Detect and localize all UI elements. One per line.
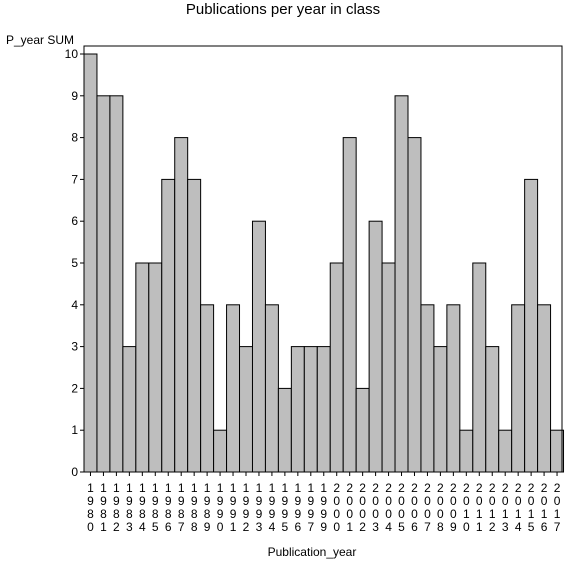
bar-1981 <box>96 95 111 473</box>
bar-1993 <box>251 220 266 473</box>
plot-frame <box>83 45 563 473</box>
bar-1980 <box>83 53 98 473</box>
bar-2011 <box>472 262 487 473</box>
y-axis: 0 1 2 3 4 5 6 7 8 9 10 <box>65 47 84 479</box>
bar-2003 <box>368 220 383 473</box>
bar-1984 <box>135 262 150 473</box>
chart-title: Publications per year in class <box>186 1 380 18</box>
bar-1982 <box>109 95 124 473</box>
bar-2012 <box>485 346 500 473</box>
y-axis-label: P_year SUM <box>6 33 74 47</box>
bar-2006 <box>407 137 422 473</box>
bar-1995 <box>277 387 292 473</box>
bar-2001 <box>342 137 357 473</box>
bar-2009 <box>446 304 461 473</box>
bar-2010 <box>459 429 474 473</box>
bar-2014 <box>511 304 526 473</box>
x-axis: 1 9 8 0 1 9 8 1 1 9 8 2 1 9 8 3 1 9 8 4 1 9 8 5 1 9 8 6 1 9 8 7 1 9 8 8 1 9 8 9… <box>87 472 561 534</box>
bar-1989 <box>200 304 215 473</box>
y-tick-label: 2 <box>71 381 78 395</box>
bar-1992 <box>239 346 253 473</box>
bar-1987 <box>174 137 189 473</box>
x-axis-label: Publication_year <box>268 545 357 559</box>
bar-2000 <box>329 262 344 473</box>
bar-2005 <box>394 95 409 473</box>
bar-1988 <box>187 178 202 473</box>
bar-2016 <box>537 304 552 473</box>
y-tick-label: 0 <box>71 465 78 479</box>
bar-2013 <box>498 429 513 473</box>
bar-1986 <box>161 178 176 473</box>
bar-2007 <box>420 304 435 473</box>
bar-2002 <box>355 387 370 473</box>
bar-1985 <box>148 262 163 473</box>
y-tick-label: 6 <box>71 214 78 228</box>
bars <box>83 53 565 473</box>
bar-2008 <box>433 346 448 473</box>
bar-1983 <box>122 346 137 473</box>
bar-2004 <box>381 262 396 473</box>
bar-1990 <box>213 429 228 473</box>
y-tick-label: 8 <box>71 131 78 145</box>
bar-2015 <box>524 178 539 473</box>
y-tick-label: 5 <box>71 256 78 270</box>
y-tick-label: 1 <box>71 423 78 437</box>
y-tick-label: 10 <box>65 47 79 61</box>
bar-1997 <box>303 346 318 473</box>
bar-1994 <box>264 304 279 473</box>
y-tick-label: 9 <box>71 89 78 103</box>
bar-1996 <box>290 346 305 473</box>
bar-1991 <box>226 304 241 473</box>
y-tick-label: 7 <box>71 172 78 186</box>
y-tick-label: 3 <box>71 340 78 354</box>
y-tick-label: 4 <box>71 298 78 312</box>
bar-1999 <box>316 346 331 473</box>
